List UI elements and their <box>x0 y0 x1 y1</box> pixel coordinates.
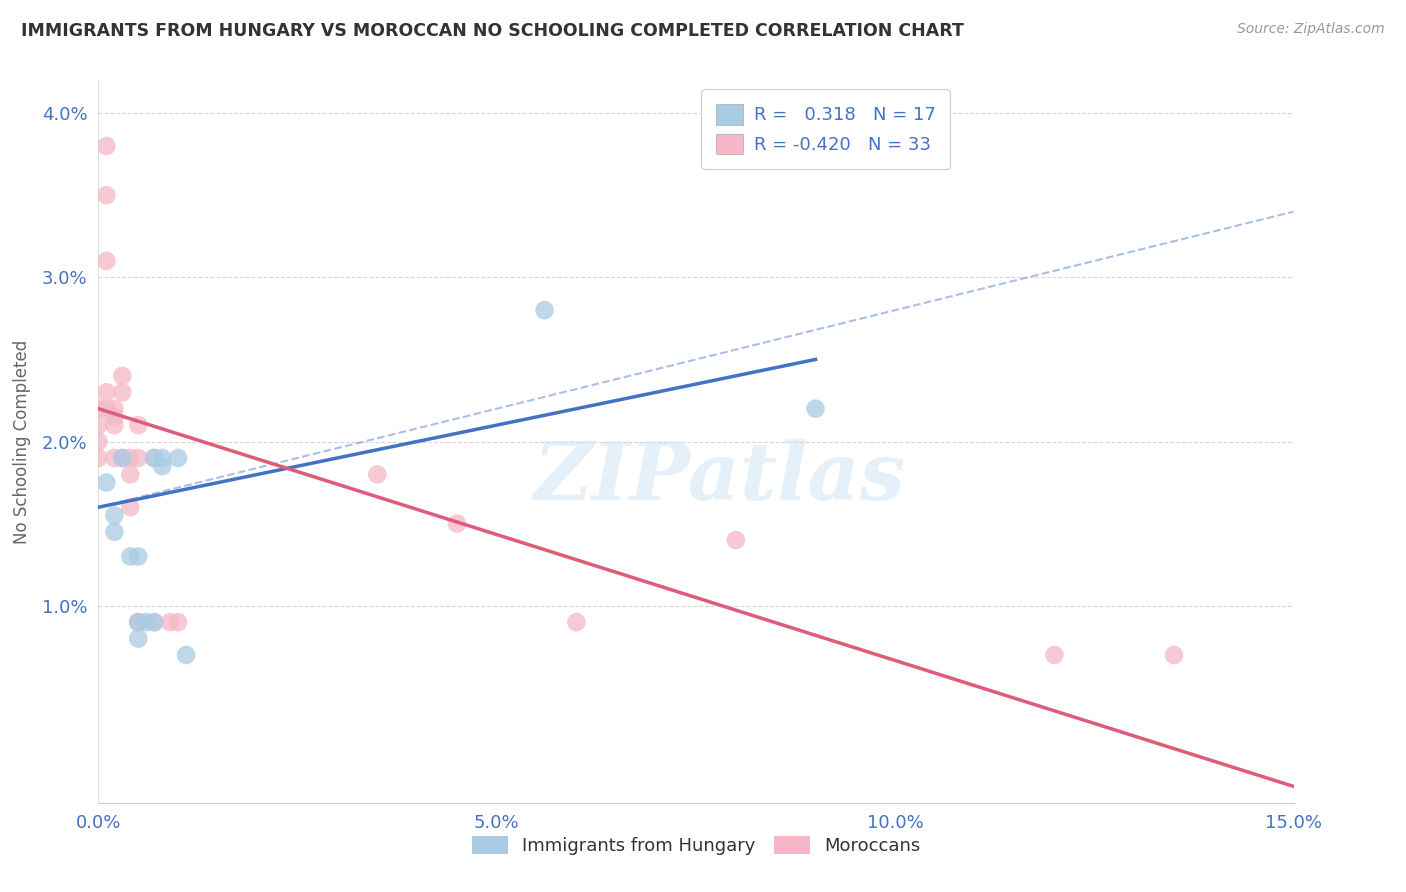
Point <box>565 615 588 630</box>
Point <box>143 615 166 630</box>
Point <box>96 385 118 400</box>
Point <box>87 401 110 416</box>
Point <box>120 450 142 465</box>
Point <box>143 450 166 465</box>
Point <box>120 500 142 515</box>
Point <box>1163 648 1185 662</box>
Y-axis label: No Schooling Completed: No Schooling Completed <box>13 340 31 543</box>
Point <box>127 418 149 433</box>
Point <box>87 450 110 465</box>
Point <box>724 533 747 547</box>
Point <box>87 434 110 449</box>
Point <box>103 401 125 416</box>
Point <box>96 475 118 490</box>
Point <box>143 615 166 630</box>
Point <box>96 401 118 416</box>
Text: Source: ZipAtlas.com: Source: ZipAtlas.com <box>1237 22 1385 37</box>
Point <box>103 450 125 465</box>
Point <box>103 524 125 539</box>
Point <box>103 418 125 433</box>
Point <box>111 450 134 465</box>
Point <box>127 632 149 646</box>
Point <box>87 418 110 433</box>
Point <box>446 516 468 531</box>
Text: IMMIGRANTS FROM HUNGARY VS MOROCCAN NO SCHOOLING COMPLETED CORRELATION CHART: IMMIGRANTS FROM HUNGARY VS MOROCCAN NO S… <box>21 22 965 40</box>
Point <box>96 253 118 268</box>
Point <box>120 549 142 564</box>
Point <box>127 615 149 630</box>
Point <box>120 467 142 482</box>
Point <box>103 409 125 424</box>
Point <box>167 450 190 465</box>
Point <box>111 450 134 465</box>
Point <box>150 459 173 474</box>
Point <box>1043 648 1066 662</box>
Point <box>174 648 197 662</box>
Point <box>127 615 149 630</box>
Legend: Immigrants from Hungary, Moroccans: Immigrants from Hungary, Moroccans <box>464 829 928 863</box>
Point <box>150 450 173 465</box>
Point <box>127 615 149 630</box>
Point <box>143 450 166 465</box>
Point <box>111 368 134 383</box>
Point <box>135 615 157 630</box>
Point <box>96 139 118 153</box>
Point <box>804 401 827 416</box>
Point <box>533 303 555 318</box>
Text: ZIPatlas: ZIPatlas <box>534 439 905 516</box>
Point <box>127 549 149 564</box>
Point <box>103 508 125 523</box>
Point <box>366 467 388 482</box>
Point <box>127 450 149 465</box>
Point <box>159 615 181 630</box>
Point <box>96 188 118 202</box>
Point <box>111 385 134 400</box>
Point <box>167 615 190 630</box>
